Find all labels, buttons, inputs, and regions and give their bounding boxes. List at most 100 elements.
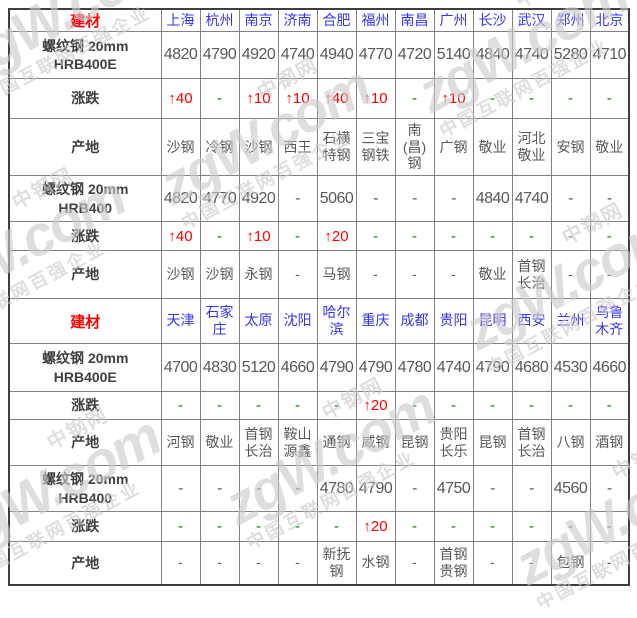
price-cell: - <box>589 175 630 222</box>
row-label-cell: 螺纹钢 20mm HRB400E <box>8 31 162 79</box>
city-header-cell: 太原 <box>238 298 279 344</box>
row-label-cell: 螺纹钢 20mm HRB400 <box>8 465 162 512</box>
price-cell: 4830 <box>199 343 240 392</box>
origin-cell: 昆钢 <box>472 419 513 466</box>
price-cell: - <box>355 175 396 222</box>
corner-label-cell: 建材 <box>8 8 162 32</box>
origin-cell: 南(昌)钢 <box>394 118 435 176</box>
header-row-1: 建材 上海 杭州 南京 济南 合肥 福州 南昌 广州 长沙 武汉 郑州 北京 <box>8 8 630 32</box>
price-cell: 4740 <box>511 31 552 79</box>
price-cell: 4940 <box>316 31 357 79</box>
change-cell: - <box>199 391 240 420</box>
change-cell: - <box>550 221 591 251</box>
city-header-cell: 北京 <box>589 8 630 32</box>
change-cell: - <box>277 511 318 542</box>
origin-cell: - <box>277 541 318 585</box>
origin-cell: 首钢贵钢 <box>433 541 474 585</box>
price-cell: 4790 <box>316 343 357 392</box>
change-cell: ↑40 <box>160 221 201 251</box>
origin-cell: 石横特钢 <box>316 118 357 176</box>
price-cell: 4530 <box>550 343 591 392</box>
price-cell: 4560 <box>550 465 591 512</box>
hrb400-change-1-row: 涨跌 ↑40- ↑10- ↑20- - - - - - - <box>8 221 630 251</box>
row-label-cell: 螺纹钢 20mm HRB400E <box>8 343 162 392</box>
city-header-cell: 昆明 <box>472 298 513 344</box>
change-cell: - <box>199 511 240 542</box>
city-header-cell: 西安 <box>511 298 552 344</box>
change-cell: - <box>550 78 591 119</box>
hrb400e-origin-2-row: 产地 河钢 敬业 首钢长治 鞍山源鑫 通钢 威钢 昆钢 贵阳长乐 昆钢 首钢长治 八钢 酒钢 <box>8 419 630 466</box>
row-label-cell: 涨跌 <box>8 221 162 251</box>
change-cell: - <box>355 221 396 251</box>
change-cell: - <box>238 511 279 542</box>
change-cell: - <box>394 78 435 119</box>
change-cell: - <box>589 511 630 542</box>
origin-cell: - <box>394 541 435 585</box>
origin-cell: 敬业 <box>472 118 513 176</box>
price-cell: 4720 <box>394 31 435 79</box>
origin-cell: - <box>511 541 552 585</box>
origin-cell: 安钢 <box>550 118 591 176</box>
origin-cell: 包钢 <box>550 541 591 585</box>
hrb400-price-2-row: 螺纹钢 20mm HRB400- - - -4780 4790-4750- -4560- <box>8 465 630 512</box>
change-cell: - <box>550 391 591 420</box>
city-header-cell: 杭州 <box>199 8 240 32</box>
change-cell: - <box>472 511 513 542</box>
header-row-2: 建材 天津 石家庄 太原 沈阳 哈尔滨 重庆 成都 贵阳 昆明 西安 兰州 乌鲁木齐 <box>8 298 630 344</box>
origin-cell: 首钢长治 <box>511 419 552 466</box>
origin-cell: 敬业 <box>589 118 630 176</box>
change-cell: - <box>472 78 513 119</box>
price-cell: 4770 <box>355 31 396 79</box>
price-cell: 4770 <box>199 175 240 222</box>
city-header-cell: 广州 <box>433 8 474 32</box>
price-cell: 5060 <box>316 175 357 222</box>
origin-cell: 酒钢 <box>589 419 630 466</box>
change-cell: ↑10 <box>433 78 474 119</box>
change-cell: - <box>511 78 552 119</box>
change-cell: ↑10 <box>238 78 279 119</box>
city-header-cell: 天津 <box>160 298 201 344</box>
row-label-cell: 螺纹钢 20mm HRB400 <box>8 175 162 222</box>
price-cell: - <box>394 175 435 222</box>
price-cell: - <box>160 465 201 512</box>
price-cell: 5120 <box>238 343 279 392</box>
origin-cell: 西王 <box>277 118 318 176</box>
change-cell: ↑10 <box>355 78 396 119</box>
price-cell: 5140 <box>433 31 474 79</box>
change-cell: - <box>160 511 201 542</box>
origin-cell: - <box>550 250 591 299</box>
origin-cell: - <box>472 541 513 585</box>
change-cell: - <box>433 221 474 251</box>
origin-cell: 威钢 <box>355 419 396 466</box>
city-header-cell: 长沙 <box>472 8 513 32</box>
city-header-cell: 上海 <box>160 8 201 32</box>
row-label-cell: 产地 <box>8 118 162 176</box>
origin-cell: 冷钢 <box>199 118 240 176</box>
change-cell: - <box>238 391 279 420</box>
corner-label-cell: 建材 <box>8 298 162 344</box>
origin-cell: - <box>589 541 630 585</box>
city-header-cell: 成都 <box>394 298 435 344</box>
origin-cell: - <box>589 250 630 299</box>
origin-cell: 马钢 <box>316 250 357 299</box>
price-cell: - <box>394 465 435 512</box>
origin-cell: - <box>199 541 240 585</box>
city-header-cell: 武汉 <box>511 8 552 32</box>
city-header-cell: 福州 <box>355 8 396 32</box>
price-table-body: 建材 上海 杭州 南京 济南 合肥 福州 南昌 广州 长沙 武汉 郑州 北京 螺纹钢 20mm HRB40… <box>8 8 630 585</box>
hrb400e-price-2-row: 螺纹钢 20mm HRB400E 4700 4830 5120 4660 4790 4790… <box>8 343 630 392</box>
city-header-cell: 贵阳 <box>433 298 474 344</box>
price-table: 建材 上海 杭州 南京 济南 合肥 福州 南昌 广州 长沙 武汉 郑州 北京 螺纹钢 20mm HRB40… <box>8 8 630 586</box>
change-cell: - <box>199 221 240 251</box>
origin-cell: 河北敬业 <box>511 118 552 176</box>
change-cell: - <box>316 391 357 420</box>
price-cell: 4660 <box>277 343 318 392</box>
change-cell: - <box>199 78 240 119</box>
change-cell: - <box>589 78 630 119</box>
price-cell: 4740 <box>511 175 552 222</box>
change-cell: - <box>160 391 201 420</box>
change-cell: - <box>511 391 552 420</box>
change-cell: - <box>433 391 474 420</box>
price-cell: 4790 <box>355 465 396 512</box>
change-cell: - <box>394 221 435 251</box>
